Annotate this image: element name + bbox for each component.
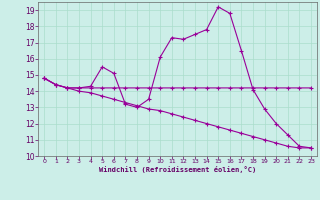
X-axis label: Windchill (Refroidissement éolien,°C): Windchill (Refroidissement éolien,°C) [99, 166, 256, 173]
